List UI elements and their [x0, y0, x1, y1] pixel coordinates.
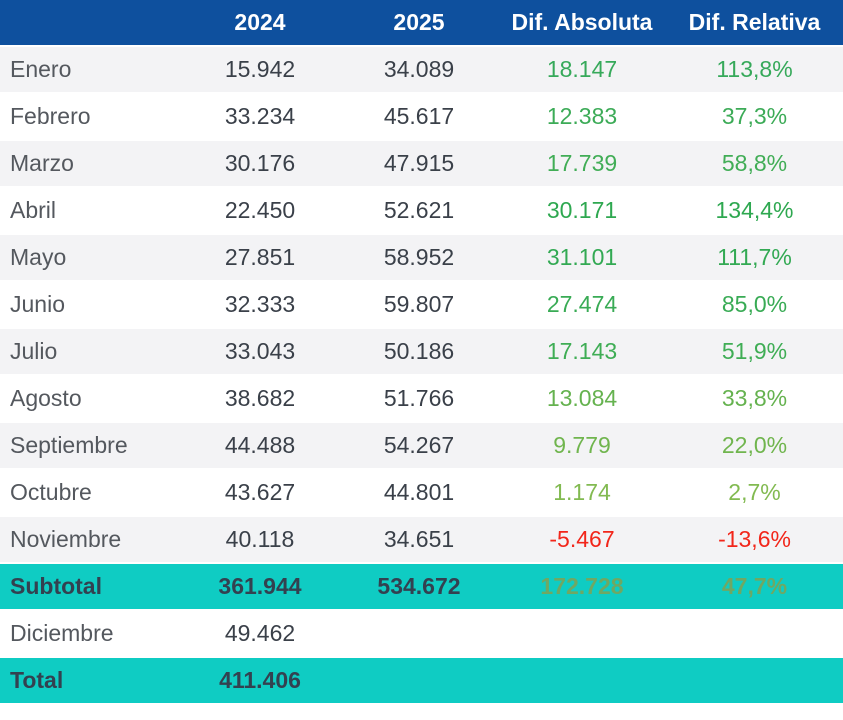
value-2025-cell: 34.651: [383, 526, 455, 552]
dif-relativa-cell: -13,6%: [718, 526, 791, 552]
dif-relativa-cell: 22,0%: [721, 432, 788, 458]
dif-absoluta-cell: 17.739: [546, 150, 618, 176]
table-body: Enero 15.942 34.089 18.147 113,8% Febrer…: [0, 47, 843, 703]
comparison-table: 2024 2025 Dif. Absoluta Dif. Relativa En…: [0, 0, 843, 703]
table-header-row: 2024 2025 Dif. Absoluta Dif. Relativa: [0, 0, 843, 45]
dif-relativa-cell: 85,0%: [721, 291, 788, 317]
table-row: Noviembre 40.118 34.651 -5.467 -13,6%: [0, 517, 843, 562]
value-2024-cell: 49.462: [224, 620, 296, 646]
table-row: Febrero 33.234 45.617 12.383 37,3%: [0, 94, 843, 139]
value-2025-cell: 34.089: [383, 56, 455, 82]
value-2025-cell: 44.801: [383, 479, 455, 505]
dif-absoluta-cell: 172.728: [540, 573, 624, 599]
month-cell: Octubre: [10, 479, 92, 505]
dif-absoluta-cell: 1.174: [553, 479, 611, 505]
dif-absoluta-cell: 18.147: [546, 56, 618, 82]
table-row: Diciembre 49.462: [0, 611, 843, 656]
dif-relativa-cell: 37,3%: [721, 103, 788, 129]
dif-relativa-cell: 33,8%: [721, 385, 788, 411]
value-2024-cell: 40.118: [225, 526, 295, 552]
value-2025-cell: 45.617: [383, 103, 455, 129]
value-2025-cell: 52.621: [383, 197, 455, 223]
value-2024-cell: 22.450: [224, 197, 296, 223]
dif-absoluta-cell: 9.779: [553, 432, 611, 458]
value-2024-cell: 33.234: [224, 103, 296, 129]
value-2025-cell: 59.807: [383, 291, 455, 317]
table-row: Subtotal 361.944 534.672 172.728 47,7%: [0, 564, 843, 609]
table-row: Abril 22.450 52.621 30.171 134,4%: [0, 188, 843, 233]
dif-relativa-cell: 134,4%: [715, 197, 794, 223]
month-cell: Noviembre: [10, 526, 122, 552]
dif-absoluta-cell: 13.084: [546, 385, 618, 411]
table-row: Septiembre 44.488 54.267 9.779 22,0%: [0, 423, 843, 468]
table-row: Marzo 30.176 47.915 17.739 58,8%: [0, 141, 843, 186]
month-cell: Junio: [10, 291, 65, 317]
value-2024-cell: 361.944: [218, 573, 302, 599]
dif-absoluta-cell: 27.474: [546, 291, 618, 317]
value-2025-cell: 50.186: [383, 338, 455, 364]
month-cell: Agosto: [10, 385, 82, 411]
dif-absoluta-cell: 12.383: [546, 103, 618, 129]
dif-relativa-cell: 2,7%: [728, 479, 781, 505]
value-2024-cell: 27.851: [224, 244, 296, 270]
dif-absoluta-cell: 17.143: [546, 338, 618, 364]
month-cell: Enero: [10, 56, 72, 82]
dif-absoluta-cell: 30.171: [546, 197, 618, 223]
month-cell: Marzo: [10, 150, 74, 176]
header-dif-relativa: Dif. Relativa: [688, 9, 821, 35]
month-cell: Subtotal: [10, 573, 102, 599]
value-2024-cell: 15.942: [224, 56, 296, 82]
value-2024-cell: 43.627: [224, 479, 296, 505]
header-2024: 2024: [234, 9, 286, 35]
dif-relativa-cell: 51,9%: [721, 338, 788, 364]
value-2025-cell: 51.766: [383, 385, 455, 411]
header-dif-absoluta: Dif. Absoluta: [511, 9, 653, 35]
value-2025-cell: 534.672: [377, 573, 461, 599]
value-2024-cell: 33.043: [224, 338, 296, 364]
month-cell: Febrero: [10, 103, 91, 129]
value-2024-cell: 30.176: [224, 150, 296, 176]
month-cell: Septiembre: [10, 432, 128, 458]
table-row: Total 411.406: [0, 658, 843, 703]
month-cell: Abril: [10, 197, 57, 223]
table-row: Julio 33.043 50.186 17.143 51,9%: [0, 329, 843, 374]
value-2025-cell: 54.267: [383, 432, 455, 458]
value-2024-cell: 411.406: [219, 667, 301, 693]
dif-relativa-cell: 58,8%: [721, 150, 788, 176]
dif-relativa-cell: 111,7%: [717, 244, 792, 270]
header-2025: 2025: [393, 9, 445, 35]
table-row: Agosto 38.682 51.766 13.084 33,8%: [0, 376, 843, 421]
table-row: Octubre 43.627 44.801 1.174 2,7%: [0, 470, 843, 515]
value-2025-cell: 47.915: [383, 150, 455, 176]
month-cell: Total: [10, 667, 64, 693]
value-2025-cell: 58.952: [383, 244, 455, 270]
value-2024-cell: 44.488: [224, 432, 296, 458]
dif-absoluta-cell: -5.467: [549, 526, 615, 552]
dif-absoluta-cell: 31.101: [546, 244, 618, 270]
table-row: Enero 15.942 34.089 18.147 113,8%: [0, 47, 843, 92]
month-cell: Diciembre: [10, 620, 114, 646]
dif-relativa-cell: 113,8%: [716, 56, 793, 82]
value-2024-cell: 32.333: [224, 291, 296, 317]
dif-relativa-cell: 47,7%: [721, 573, 788, 599]
value-2024-cell: 38.682: [224, 385, 296, 411]
table-row: Mayo 27.851 58.952 31.101 111,7%: [0, 235, 843, 280]
table-row: Junio 32.333 59.807 27.474 85,0%: [0, 282, 843, 327]
month-cell: Mayo: [10, 244, 67, 270]
month-cell: Julio: [10, 338, 58, 364]
